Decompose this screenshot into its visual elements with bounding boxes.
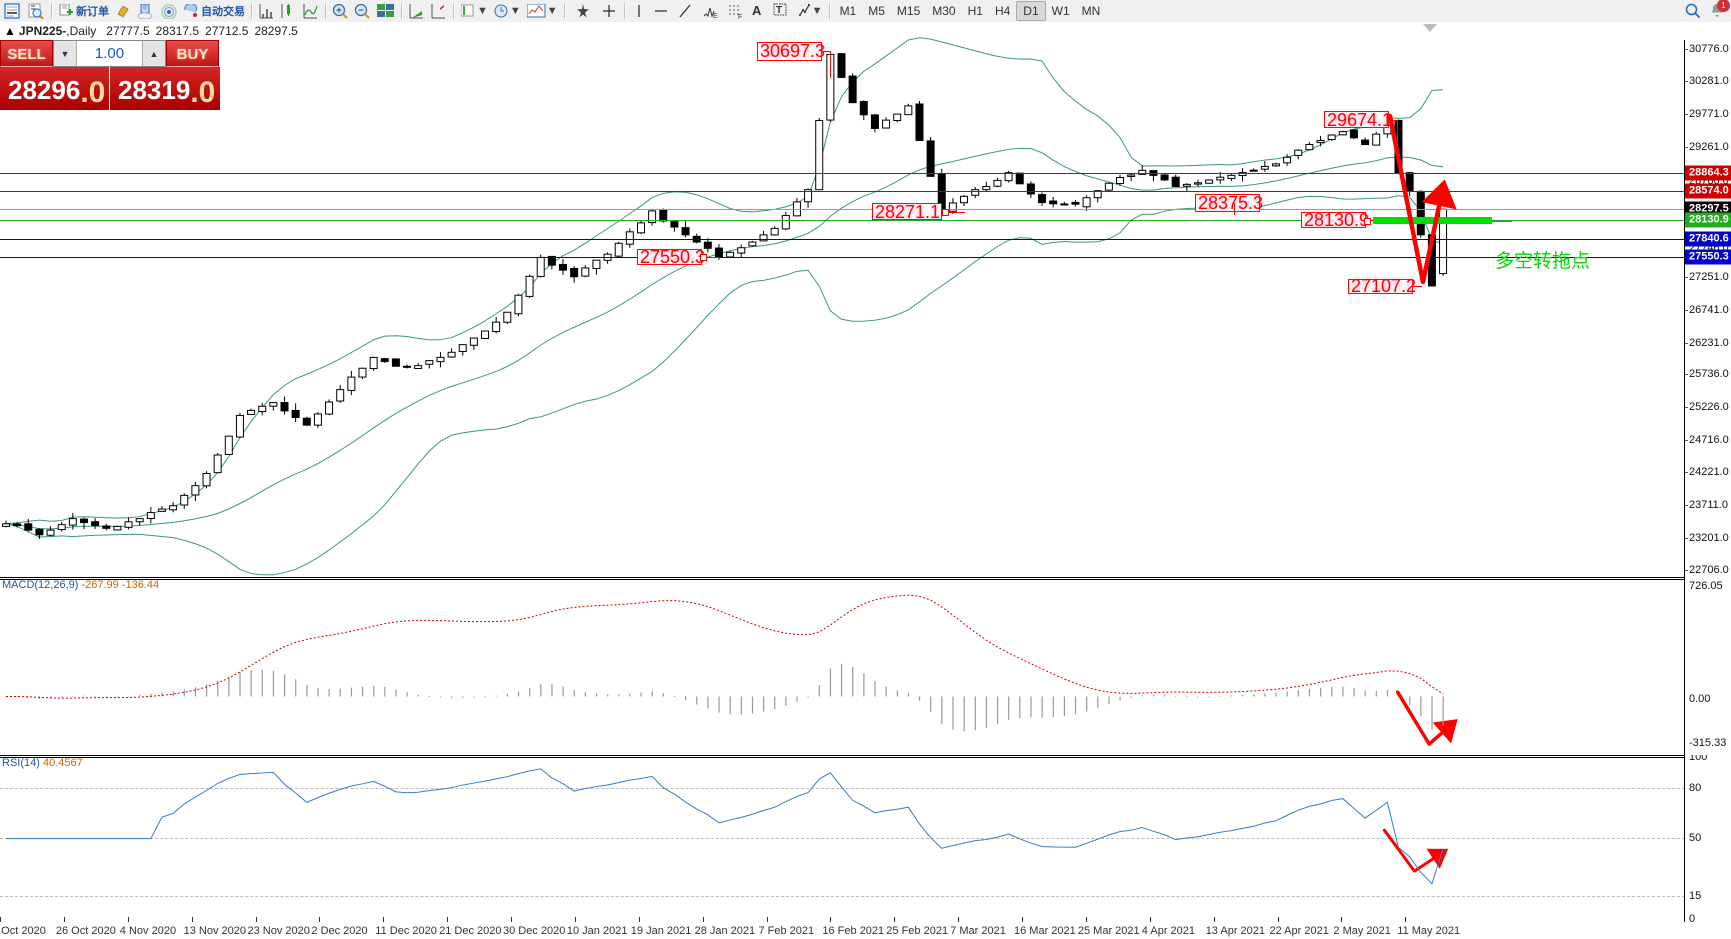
svg-text:E: E <box>713 13 718 19</box>
svg-text:A: A <box>752 3 762 18</box>
svg-text:F: F <box>738 14 742 19</box>
svg-text:T: T <box>776 5 782 16</box>
